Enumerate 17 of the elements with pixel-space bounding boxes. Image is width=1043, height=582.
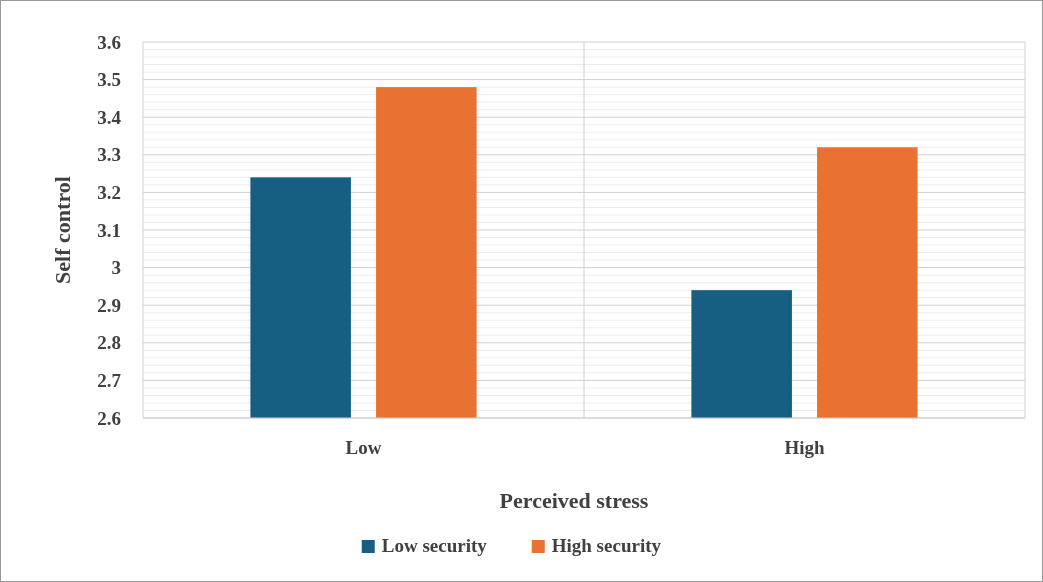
- y-tick-label: 3.5: [97, 69, 121, 91]
- y-axis-title: Self control: [50, 176, 75, 284]
- legend-label: Low security: [381, 535, 488, 556]
- y-tick-label: 2.9: [97, 294, 121, 316]
- y-tick-label: 3.3: [97, 144, 121, 166]
- x-axis-title: Perceived stress: [499, 488, 649, 513]
- legend-label: High security: [551, 535, 662, 556]
- y-tick-label: 3: [111, 257, 121, 279]
- y-tick-label: 3.1: [97, 219, 121, 241]
- y-tick-label: 3.4: [97, 106, 122, 128]
- x-tick-label: High: [784, 437, 825, 458]
- y-tick-label: 2.6: [97, 407, 121, 429]
- y-tick-label: 2.7: [97, 370, 122, 392]
- y-tick-label: 3.6: [97, 31, 121, 53]
- y-tick-label: 3.2: [97, 182, 121, 204]
- x-tick-label: Low: [345, 437, 382, 458]
- y-tick-label: 2.8: [97, 332, 121, 354]
